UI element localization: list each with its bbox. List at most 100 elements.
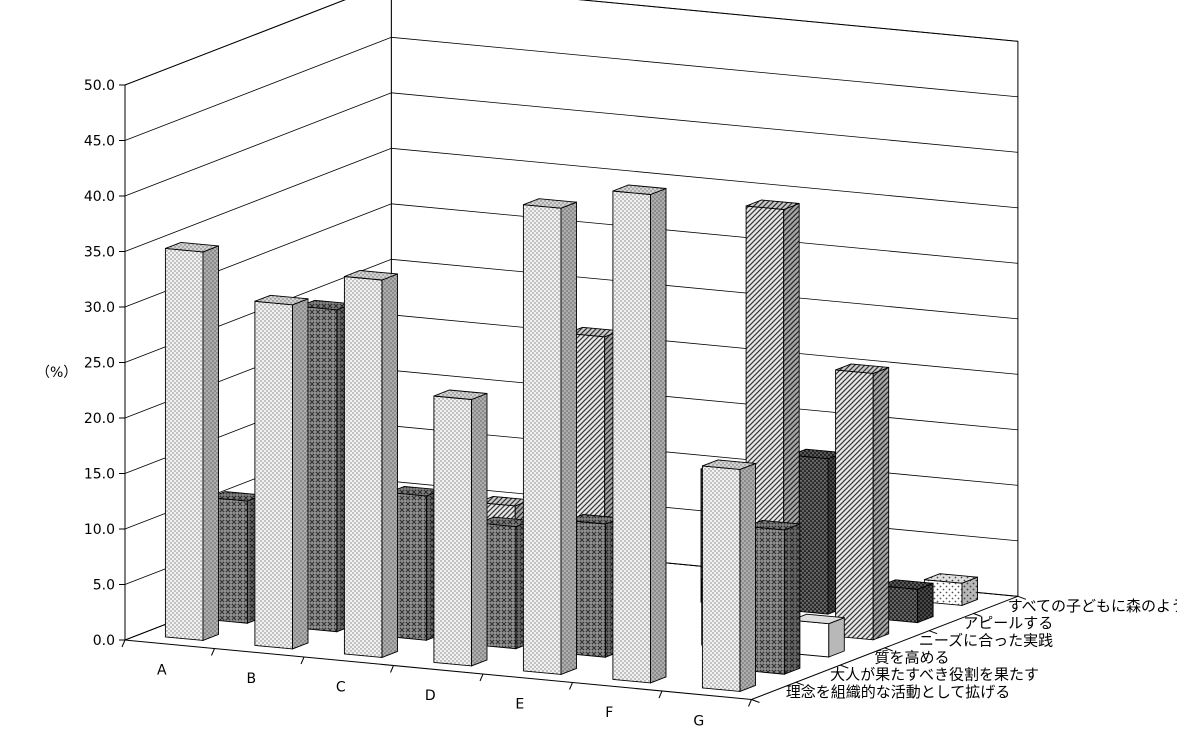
depth-tick [795, 681, 805, 686]
chart-bars [164, 184, 978, 693]
gridline [124, 147, 1018, 252]
bar-top-shade [523, 198, 577, 209]
bar [612, 184, 667, 684]
bar-top [879, 579, 934, 590]
bar-top-shade [702, 459, 756, 470]
x-tick [121, 639, 126, 648]
bar-top-shade [880, 579, 934, 590]
series-label: 質を高める [875, 649, 950, 667]
bar-top [924, 573, 978, 584]
x-tick-label: F [605, 705, 613, 721]
bar [835, 363, 890, 641]
bar-front [343, 276, 383, 658]
bar [879, 579, 934, 624]
bar-top-shade [791, 614, 845, 624]
y-tick-label: 20.0 [84, 411, 115, 427]
depth-tick [884, 647, 893, 652]
gridline [124, 36, 1018, 141]
x-tick [658, 690, 663, 699]
x-tick-label: E [515, 696, 524, 712]
y-tick-label: 0.0 [93, 633, 115, 649]
bar-top [746, 519, 801, 531]
y-tick-label: 25.0 [84, 356, 115, 372]
bar-top [254, 294, 309, 306]
bar-top-shade [478, 517, 532, 527]
bar-top-shade [746, 520, 800, 530]
series-label: アピールする [963, 614, 1053, 632]
bar-front [522, 204, 562, 675]
x-tick [390, 665, 394, 673]
bar-top-shade [835, 363, 889, 374]
gridline [124, 92, 1018, 197]
bar [701, 459, 756, 693]
gridline [124, 0, 1018, 86]
bar-top-shade [388, 486, 442, 496]
depth-tick [751, 699, 760, 703]
chart-labels: 0.0 5.0 10.0 15.0 20.0 25.0 30.0 35.0 40.0 45.0 50… [84, 78, 1177, 729]
bar-side-shade [828, 617, 845, 657]
bar-top-shade [254, 295, 308, 305]
bar-side-shade [203, 245, 219, 641]
x-tick [569, 682, 573, 690]
series-label: すべての子どもに森のようちえんを [1008, 597, 1177, 615]
bar-top-shade [209, 491, 263, 502]
bar-top [612, 184, 667, 195]
x-tick [748, 699, 752, 707]
bar-top [791, 613, 845, 625]
x-tick-label: G [693, 713, 704, 729]
bar-top-shade [790, 449, 844, 459]
bar-front [612, 190, 651, 684]
y-unit-label: （%） [36, 365, 77, 381]
bar-top-shade [612, 185, 666, 195]
y-tick-label: 30.0 [84, 300, 115, 316]
x-tick-label: D [425, 688, 436, 704]
bar-side-shade [382, 274, 398, 658]
bar-front [254, 300, 293, 650]
bar-side-shade [873, 367, 889, 640]
y-tick-label: 5.0 [93, 578, 115, 594]
bar-side-shade [962, 577, 978, 606]
bar [923, 573, 978, 607]
bar-top-shade [746, 200, 800, 210]
bar-top [344, 270, 398, 281]
bar-top [165, 241, 219, 253]
bar-top-shade [433, 390, 487, 400]
depth-tick [928, 630, 938, 635]
depth-tick [973, 613, 982, 617]
bar-front [701, 465, 741, 692]
bar-top [745, 199, 800, 210]
bar-top-shade [567, 327, 621, 337]
bar-top-shade [924, 573, 978, 584]
bar-top-shade [165, 242, 219, 252]
y-tick-label: 40.0 [84, 189, 115, 205]
bar [433, 389, 488, 667]
bar-top-shade [567, 514, 621, 524]
bar-front [433, 395, 472, 667]
x-tick-label: C [336, 679, 346, 695]
bar [164, 241, 219, 642]
series-label: ニーズに合った実践 [919, 631, 1053, 649]
bar-side-shade [650, 188, 666, 683]
bar [254, 294, 309, 650]
bar-side-shade [292, 298, 308, 649]
x-tick-label: B [246, 671, 256, 687]
bar-side-shade [740, 463, 756, 692]
depth-tick [840, 664, 849, 669]
x-tick [211, 648, 215, 656]
bar [790, 613, 845, 658]
bar-top-shade [344, 270, 398, 280]
bar [522, 198, 577, 676]
bar [746, 519, 801, 675]
bar-top-shade [477, 496, 531, 506]
y-tick-label: 35.0 [84, 245, 115, 261]
x-tick [479, 673, 484, 682]
y-tick-label: 15.0 [84, 467, 115, 483]
y-tick-label: 10.0 [84, 522, 115, 538]
bar-top [702, 459, 756, 470]
bar-front [164, 247, 204, 641]
bar [343, 270, 398, 659]
bar-top [523, 198, 577, 209]
y-tick-label: 45.0 [84, 134, 115, 150]
